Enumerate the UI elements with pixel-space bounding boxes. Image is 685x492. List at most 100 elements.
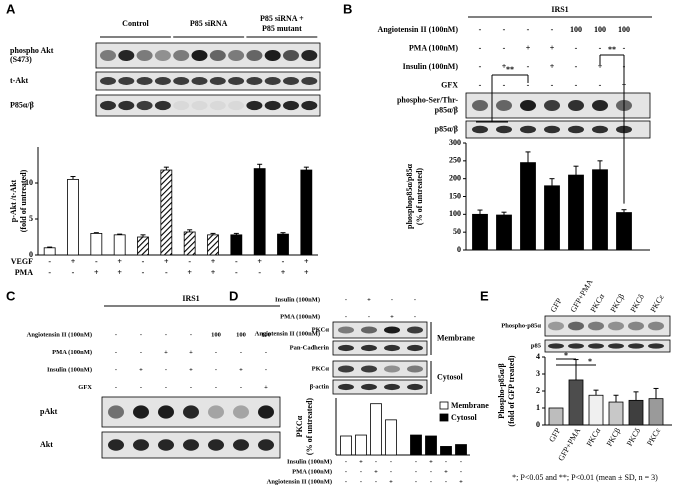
blot-label: phospho Akt xyxy=(10,46,54,55)
treatment-sign: - xyxy=(414,313,416,320)
blot-band xyxy=(496,125,512,134)
condition-sign: + xyxy=(164,257,169,266)
footnote: *; P<0.05 and **; P<0.01 (mean ± SD, n =… xyxy=(512,473,658,482)
bar xyxy=(277,233,289,256)
treatment-sign: + xyxy=(189,366,193,373)
blot-band xyxy=(407,344,423,352)
blot-label: β-actin xyxy=(310,383,330,390)
condition-label: VEGF xyxy=(11,257,33,266)
group-label: P85 siRNA + xyxy=(260,14,304,23)
x-tick-label: PKCα xyxy=(585,426,603,448)
bar xyxy=(183,231,196,256)
blot-band xyxy=(136,77,153,85)
condition-sign: - xyxy=(430,478,432,485)
condition-sign: - xyxy=(445,458,447,465)
blot-label: pAkt xyxy=(40,407,58,416)
condition-sign: - xyxy=(345,458,347,465)
x-tick-label: PKCδ xyxy=(625,426,643,447)
treatment-sign: - xyxy=(575,80,578,89)
treatment-sign: - xyxy=(240,384,242,391)
condition-sign: - xyxy=(460,458,462,465)
blot-band xyxy=(191,77,208,85)
blot-band xyxy=(361,383,377,391)
condition-sign: - xyxy=(48,268,51,277)
blot-band xyxy=(100,100,116,111)
treatment-sign: - xyxy=(215,349,217,356)
panel-label: E xyxy=(480,288,489,303)
bar xyxy=(648,398,664,426)
treatment-sign: - xyxy=(527,80,530,89)
condition-sign: - xyxy=(142,268,145,277)
group-label: P85 mutant xyxy=(262,24,302,33)
treatment-sign: - xyxy=(623,43,626,52)
treatment-sign: - xyxy=(240,349,242,356)
blot-band xyxy=(608,321,624,331)
treatment-sign: - xyxy=(479,80,482,89)
condition-sign: + xyxy=(389,478,393,485)
bar xyxy=(370,403,382,456)
condition-sign: - xyxy=(345,478,347,485)
blot-band xyxy=(183,405,199,419)
bar xyxy=(300,169,313,256)
treatment-label: GFX xyxy=(441,80,458,89)
condition-sign: - xyxy=(415,458,417,465)
y-tick-label: 3 xyxy=(536,369,540,378)
bar xyxy=(616,212,632,251)
blot-band xyxy=(361,344,377,352)
fraction-label: Cytosol xyxy=(437,372,464,381)
blot-band xyxy=(548,343,564,349)
bar xyxy=(385,419,397,456)
blot-band xyxy=(136,100,153,111)
condition-sign: + xyxy=(359,458,363,465)
y-tick-label: 150 xyxy=(449,191,461,200)
condition-sign: - xyxy=(165,268,168,277)
condition-label: Insulin (100nM) xyxy=(287,458,332,465)
treatment-sign: - xyxy=(140,331,142,338)
blot-band xyxy=(154,50,171,61)
condition-sign: - xyxy=(142,257,145,266)
treatment-sign: - xyxy=(391,296,393,303)
blot-band xyxy=(246,100,263,111)
blot-label: phospho-Ser/Thr- xyxy=(397,95,458,104)
treatment-sign: - xyxy=(479,43,482,52)
blot-band xyxy=(338,326,354,334)
bar xyxy=(608,401,624,426)
treatment-sign: - xyxy=(551,80,554,89)
blot-band xyxy=(384,365,400,373)
condition-label: Angiotensin II (100nM) xyxy=(267,478,332,485)
condition-sign: + xyxy=(211,257,216,266)
condition-sign: - xyxy=(235,268,238,277)
treatment-sign: 100 xyxy=(261,331,271,338)
treatment-label: PMA (100nM) xyxy=(409,43,458,52)
condition-sign: + xyxy=(187,268,192,277)
blot-band xyxy=(628,343,644,349)
blot-band xyxy=(384,383,400,391)
blot-band xyxy=(118,77,135,85)
blot-band xyxy=(568,100,584,111)
blot-label: Pan-Cadherin xyxy=(290,344,330,351)
bar xyxy=(90,232,103,256)
blot xyxy=(95,71,321,91)
panel-label: C xyxy=(6,288,16,303)
x-tick-label: PKCε xyxy=(645,426,663,447)
blot-band xyxy=(100,50,116,61)
y-axis-label: (% of untreated) xyxy=(305,398,314,456)
y-tick-label: 1 xyxy=(536,403,540,412)
y-axis-label: Phospho-p85α/β xyxy=(497,363,506,418)
y-axis-label: p-Akt /t-Akt xyxy=(9,179,18,222)
condition-sign: - xyxy=(375,478,377,485)
condition-sign: - xyxy=(95,257,98,266)
group-label: Control xyxy=(122,19,149,28)
treatment-sign: - xyxy=(115,366,117,373)
blot-band xyxy=(588,321,604,331)
blot-band xyxy=(133,439,149,451)
blot-label: PKCα xyxy=(312,365,330,372)
blot-band xyxy=(648,321,664,331)
blot-band xyxy=(628,321,644,331)
blot-band xyxy=(338,365,354,373)
blot-band xyxy=(338,344,354,352)
treatment-sign: - xyxy=(140,349,142,356)
condition-sign: + xyxy=(257,257,262,266)
blot-band xyxy=(209,50,226,61)
blot-band xyxy=(496,100,512,111)
